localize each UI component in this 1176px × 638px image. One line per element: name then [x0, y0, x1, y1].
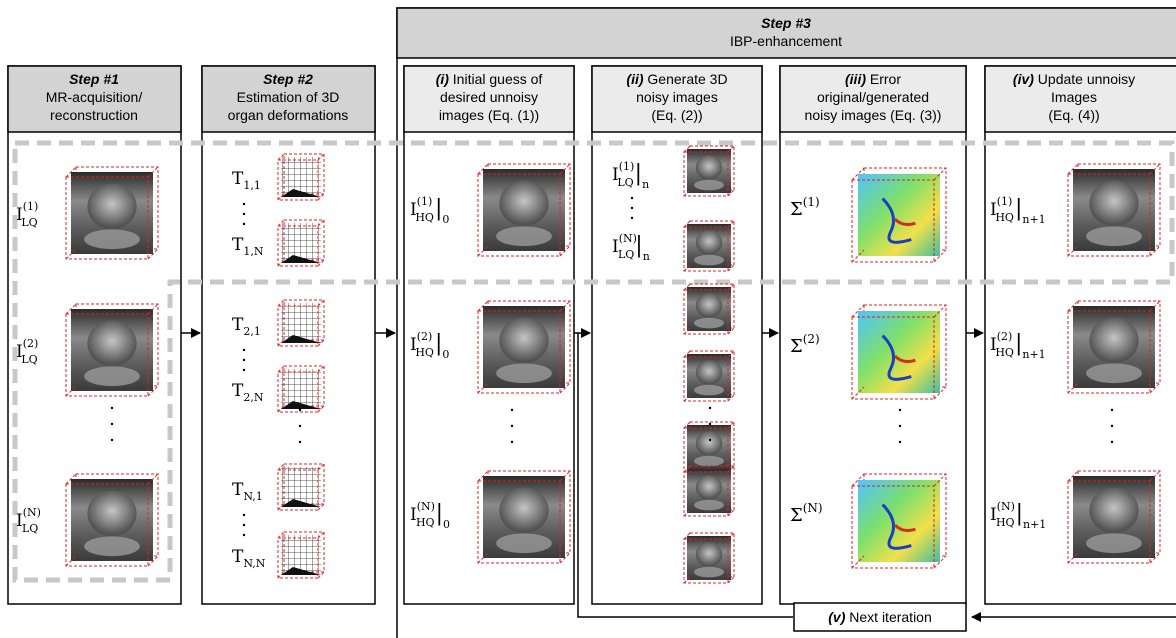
cube-sub-iii-N: [851, 473, 947, 569]
step2-line1: Estimation of 3D: [237, 89, 340, 105]
cube-step2-grid-3: [277, 365, 325, 413]
sub-iii-tag: (iii): [845, 71, 866, 87]
cube-sub-iv-2: [1067, 300, 1161, 394]
sub-iii-line1: Error: [866, 71, 901, 87]
label-IHQ-2-0: I(2) HQ|0: [410, 330, 449, 361]
cube-sub-i-N: [477, 470, 571, 564]
label-T-N-1: TN,1: [232, 480, 263, 503]
sub-panel-ii: (ii) Generate 3D noisy images (Eq. (2)): [591, 65, 763, 605]
label-ILQ-N-n: I(N) LQ|n: [612, 232, 650, 263]
label-T-2-1: T2,1: [232, 315, 261, 338]
label-ILQ-N: I(N) LQ: [16, 506, 41, 535]
step3-subtitle: IBP-enhancement: [730, 33, 842, 49]
cube-sub-iv-1: [1067, 163, 1161, 257]
cube-step2-grid-0: [277, 153, 325, 201]
svg-text:(iv) Update unnoisy: (iv) Update unnoisy: [1013, 71, 1135, 87]
svg-text:(ii) Generate 3D: (ii) Generate 3D: [626, 71, 727, 87]
sub-iv-tag: (iv): [1013, 71, 1034, 87]
step1-line1: MR-acquisition/: [46, 89, 143, 105]
step3-panel: Step #3 IBP-enhancement: [396, 7, 1176, 638]
next-iteration-tag: (v): [828, 609, 845, 625]
step3-title: Step #3: [761, 15, 811, 31]
sub-iv-line3: (Eq. (4)): [1048, 107, 1099, 123]
sub-panel-iv: (iv) Update unnoisy Images (Eq. (4)): [984, 65, 1176, 605]
label-sigma-2: Σ(2): [790, 332, 820, 357]
image-cubes: [65, 145, 1161, 584]
cube-sub-ii-4: [683, 421, 735, 473]
cube-sub-ii-5: [683, 465, 735, 517]
cube-step1-N: [65, 473, 159, 567]
label-T-N-N: TN,N: [232, 547, 266, 570]
label-IHQ-1-0: I(1) HQ|0: [410, 195, 449, 226]
label-ILQ-1: I(1) LQ: [16, 200, 38, 229]
cube-sub-iii-2: [851, 304, 947, 400]
step2-panel: Step #2 Estimation of 3D organ deformati…: [201, 65, 376, 605]
sub-i-line3: images (Eq. (1)): [439, 107, 539, 123]
cube-sub-ii-3: [683, 350, 735, 402]
cube-step2-grid-2: [277, 299, 325, 347]
dashed-grouping: [12, 140, 1175, 583]
step1-line2: reconstruction: [50, 107, 138, 123]
sub-i-tag: (i): [436, 71, 450, 87]
sub-ii-tag: (ii): [626, 71, 643, 87]
cube-sub-i-1: [477, 163, 571, 257]
svg-text:(iii) Error: (iii) Error: [845, 71, 901, 87]
cube-sub-ii-6: [683, 532, 735, 584]
label-T-1-1: T1,1: [232, 169, 261, 192]
step1-panel: Step #1 MR-acquisition/ reconstruction: [7, 65, 182, 605]
sub-iv-line1: Update unnoisy: [1034, 71, 1135, 87]
cube-step1-1: [65, 166, 159, 260]
next-iteration-box: (v) Next iteration: [793, 602, 967, 632]
svg-text:(v) Next iteration: (v) Next iteration: [828, 609, 932, 625]
sub-panel-i: (i) Initial guess of desired unnoisy ima…: [403, 65, 575, 605]
sub-panel-iii: (iii) Error original/generated noisy ima…: [779, 65, 967, 605]
dashed-outline-row1: [12, 140, 1175, 583]
step1-title: Step #1: [69, 71, 119, 87]
cube-sub-ii-0: [683, 145, 735, 197]
math-labels: I(1) LQ I(2) LQ I(N) LQ T1,1 T1,N T2,1 T2,N…: [16, 160, 1046, 570]
sub-iii-line2: original/generated: [817, 89, 929, 105]
label-sigma-N: Σ(N): [790, 501, 823, 526]
sub-iii-line3: noisy images (Eq. (3)): [805, 107, 942, 123]
label-IHQ-N-n1: I(N) HQ|n+1: [990, 500, 1046, 531]
label-T-1-N: T1,N: [232, 235, 264, 258]
arrow-feedback-out: [577, 333, 793, 618]
label-IHQ-2-n1: I(2) HQ|n+1: [990, 330, 1046, 361]
cube-sub-iii-1: [851, 167, 947, 263]
label-sigma-1: Σ(1): [790, 195, 820, 220]
ellipsis-dots: [110, 196, 1114, 537]
svg-text:(i) Initial guess of: (i) Initial guess of: [436, 71, 543, 87]
cube-sub-i-2: [477, 300, 571, 394]
sub-ii-line2: noisy images: [636, 89, 718, 105]
label-IHQ-N-0: I(N) HQ|0: [410, 500, 450, 531]
cube-step2-grid-1: [277, 219, 325, 267]
cube-step1-2: [65, 303, 159, 397]
sub-iv-line2: Images: [1051, 89, 1097, 105]
cube-step2-grid-5: [277, 531, 325, 579]
cube-sub-iv-N: [1067, 470, 1161, 564]
sub-ii-line1: Generate 3D: [644, 71, 728, 87]
sub-i-line2: desired unnoisy: [440, 89, 538, 105]
label-T-2-N: T2,N: [232, 381, 264, 404]
label-ILQ-2: I(2) LQ: [16, 337, 38, 366]
step2-line2: organ deformations: [228, 107, 349, 123]
label-ILQ-1-n: I(1) LQ|n: [612, 160, 649, 191]
cube-sub-ii-2: [683, 283, 735, 335]
sub-ii-line3: (Eq. (2)): [651, 107, 702, 123]
step2-title: Step #2: [263, 71, 313, 87]
cube-sub-ii-1: [683, 220, 735, 272]
next-iteration-label: Next iteration: [845, 609, 931, 625]
cube-step2-grid-4: [277, 463, 325, 511]
label-IHQ-1-n1: I(1) HQ|n+1: [990, 195, 1046, 226]
sub-i-line1: Initial guess of: [449, 71, 542, 87]
flow-arrows: [181, 328, 1176, 622]
